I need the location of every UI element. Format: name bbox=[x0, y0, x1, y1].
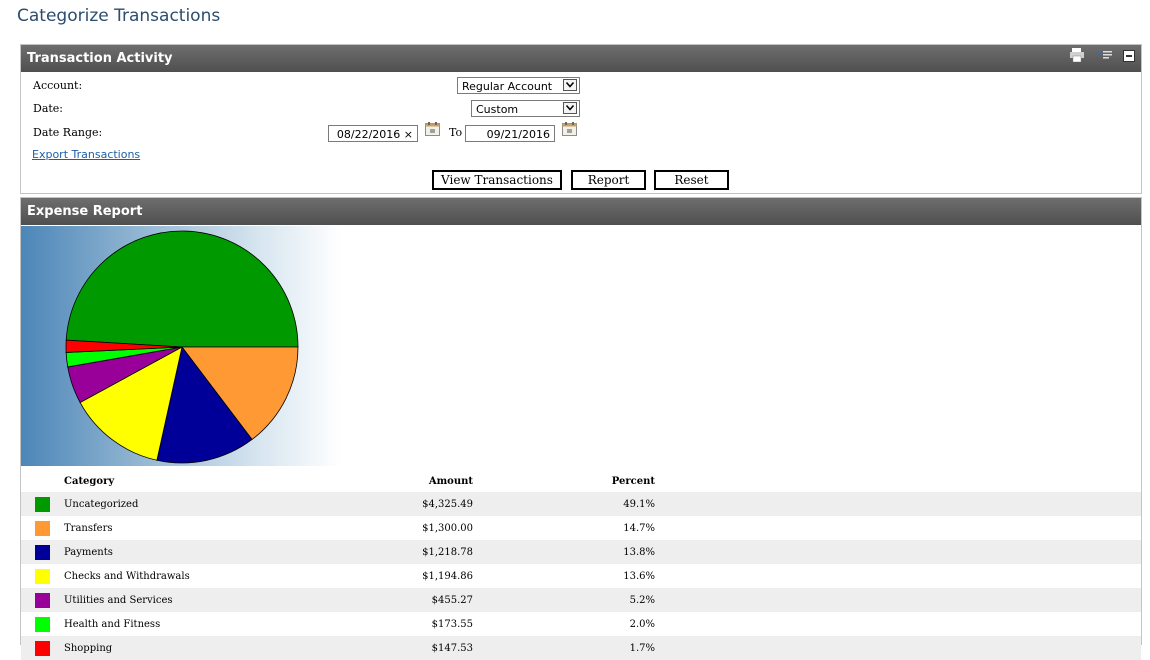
pie-chart-svg bbox=[65, 230, 299, 464]
legend-swatch bbox=[34, 640, 50, 656]
account-select[interactable]: Regular Account bbox=[457, 77, 580, 94]
calendar-icon[interactable] bbox=[562, 121, 577, 140]
percent-cell: 2.0% bbox=[629, 618, 655, 630]
category-cell: Checks and Withdrawals bbox=[64, 570, 190, 582]
expense-report-header: Expense Report bbox=[21, 198, 1141, 225]
category-cell: Shopping bbox=[63, 636, 265, 660]
table-row: Checks and Withdrawals $1,194.86 13.6% bbox=[21, 564, 1141, 588]
legend-swatch bbox=[34, 568, 50, 584]
to-label: To bbox=[449, 126, 463, 139]
amount-cell: $147.53 bbox=[265, 636, 474, 660]
amount-cell: $455.27 bbox=[265, 588, 474, 612]
table-row: Health and Fitness $173.55 2.0% bbox=[21, 612, 1141, 636]
account-select-value: Regular Account bbox=[462, 80, 553, 93]
table-header-row: Category Amount Percent bbox=[21, 470, 1141, 492]
percent-column-header: Percent bbox=[611, 475, 655, 487]
table-row: Shopping $147.53 1.7% bbox=[21, 636, 1141, 660]
to-date-value: 09/21/2016 bbox=[486, 128, 550, 141]
category-cell: Payments bbox=[63, 540, 265, 564]
view-transactions-button[interactable]: View Transactions bbox=[432, 170, 562, 190]
category-cell: Health and Fitness bbox=[64, 618, 161, 630]
date-range-label: Date Range: bbox=[33, 126, 103, 139]
percent-cell: 49.1% bbox=[474, 492, 656, 516]
expense-table: Category Amount Percent Uncategorized $4,… bbox=[21, 470, 1141, 660]
percent-cell: 14.7% bbox=[623, 522, 655, 534]
expense-report-panel: Expense Report Category Amount Percent U… bbox=[20, 197, 1142, 660]
category-cell: Uncategorized bbox=[63, 492, 265, 516]
table-row: Payments $1,218.78 13.8% bbox=[21, 540, 1141, 564]
transaction-activity-panel: Transaction Activity Account: Regular Ac… bbox=[20, 44, 1142, 194]
report-button[interactable]: Report bbox=[571, 170, 646, 190]
page-title: Categorize Transactions bbox=[17, 6, 221, 26]
amount-cell: $1,300.00 bbox=[422, 522, 473, 534]
filter-list-icon[interactable] bbox=[1095, 45, 1113, 72]
chevron-down-icon bbox=[563, 102, 577, 114]
pie-slice-shopping[interactable] bbox=[65, 339, 183, 353]
chevron-down-icon bbox=[563, 79, 577, 91]
category-column-header: Category bbox=[64, 475, 115, 487]
calendar-icon[interactable] bbox=[425, 121, 440, 140]
expense-report-title: Expense Report bbox=[27, 204, 143, 219]
date-label: Date: bbox=[33, 102, 64, 115]
pie-slice-checks-and-withdrawals[interactable] bbox=[79, 346, 183, 461]
transaction-activity-header: Transaction Activity bbox=[21, 45, 1141, 72]
percent-cell: 13.8% bbox=[474, 540, 656, 564]
amount-cell: $173.55 bbox=[431, 618, 473, 630]
pie-slice-payments[interactable] bbox=[156, 346, 253, 464]
reset-button[interactable]: Reset bbox=[654, 170, 729, 190]
amount-cell: $1,218.78 bbox=[265, 540, 474, 564]
category-cell: Transfers bbox=[64, 522, 113, 534]
date-select[interactable]: Custom bbox=[471, 100, 580, 117]
percent-cell: 13.6% bbox=[623, 570, 655, 582]
legend-swatch bbox=[34, 520, 50, 536]
collapse-icon[interactable] bbox=[1123, 45, 1135, 72]
clear-icon[interactable]: × bbox=[403, 128, 413, 141]
table-row: Transfers $1,300.00 14.7% bbox=[21, 516, 1141, 540]
percent-cell: 1.7% bbox=[474, 636, 656, 660]
pie-slice-uncategorized[interactable] bbox=[65, 230, 299, 348]
to-date-input[interactable]: 09/21/2016 bbox=[465, 125, 555, 142]
date-select-value: Custom bbox=[476, 103, 519, 116]
category-cell: Utilities and Services bbox=[63, 588, 265, 612]
amount-cell: $1,194.86 bbox=[422, 570, 473, 582]
legend-swatch bbox=[34, 616, 50, 632]
from-date-value: 08/22/2016 bbox=[336, 128, 401, 141]
amount-cell: $4,325.49 bbox=[265, 492, 474, 516]
legend-swatch bbox=[34, 544, 50, 560]
transaction-activity-title: Transaction Activity bbox=[27, 51, 173, 66]
account-label: Account: bbox=[33, 79, 83, 92]
from-date-input[interactable]: 08/22/2016 × bbox=[328, 125, 418, 142]
percent-cell: 5.2% bbox=[474, 588, 656, 612]
table-row: Uncategorized $4,325.49 49.1% bbox=[21, 492, 1141, 516]
legend-swatch bbox=[34, 592, 50, 608]
print-icon[interactable] bbox=[1069, 45, 1085, 72]
export-transactions-link[interactable]: Export Transactions bbox=[32, 148, 141, 161]
legend-swatch bbox=[34, 496, 50, 512]
expense-pie-chart bbox=[21, 226, 341, 466]
table-row: Utilities and Services $455.27 5.2% bbox=[21, 588, 1141, 612]
pie-slice-transfers[interactable] bbox=[181, 346, 299, 441]
amount-column-header: Amount bbox=[428, 475, 473, 487]
